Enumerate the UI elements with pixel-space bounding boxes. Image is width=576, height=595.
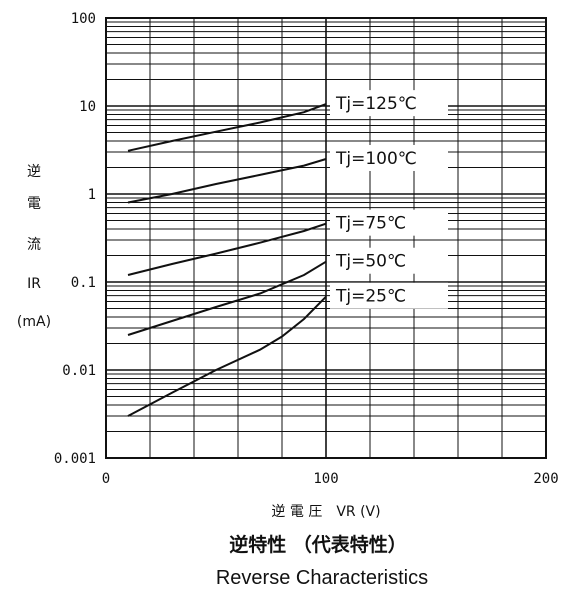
y-axis-label-line: 逆 — [27, 164, 41, 180]
y-axis-label-line: IR — [27, 276, 41, 292]
series-label-1: Tj=100℃ — [335, 149, 417, 169]
series-label-background — [330, 282, 448, 309]
series-line-4 — [127, 295, 327, 417]
y-axis-label-line: 電 — [27, 196, 41, 212]
series-label-background — [330, 144, 448, 171]
x-tick-label: 0 — [102, 471, 110, 487]
y-tick-label: 10 — [79, 99, 96, 115]
series-line-0 — [127, 103, 327, 152]
series-label-background — [330, 90, 448, 117]
series-label-background — [330, 247, 448, 274]
x-axis-label: 逆 電 圧 VR (V) — [271, 504, 380, 520]
y-tick-label: 100 — [71, 11, 96, 27]
series-line-2 — [127, 222, 327, 276]
series-label-4: Tj=25℃ — [335, 287, 406, 307]
series-labels: Tj=125℃ Tj=100℃ Tj=75℃ Tj=50℃ Tj=25℃ — [330, 90, 448, 309]
plot-frame — [105, 17, 547, 459]
series-label-background — [330, 209, 448, 236]
chart-title: 逆特性 （代表特性） — [229, 533, 407, 556]
y-tick-label: 0.01 — [62, 363, 96, 379]
y-axis-label-line: (mA) — [17, 314, 51, 330]
y-tick-label: 0.1 — [71, 275, 96, 291]
series-line-1 — [127, 158, 327, 204]
series-label-2: Tj=75℃ — [335, 214, 406, 234]
y-axis-label-line: 流 — [27, 237, 41, 253]
x-tick-label: 100 — [313, 471, 338, 487]
x-tick-label: 200 — [533, 471, 558, 487]
chart-subtitle: Reverse Characteristics — [216, 567, 428, 589]
y-tick-label: 1 — [88, 187, 96, 203]
series-label-0: Tj=125℃ — [335, 94, 417, 114]
y-tick-label: 0.001 — [54, 451, 96, 467]
series-line-3 — [127, 260, 327, 336]
series-label-3: Tj=50℃ — [335, 252, 406, 272]
curves — [127, 103, 327, 417]
